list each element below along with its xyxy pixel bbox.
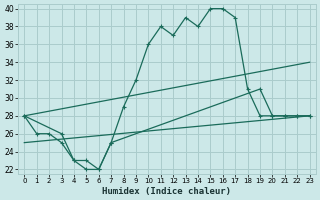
X-axis label: Humidex (Indice chaleur): Humidex (Indice chaleur) xyxy=(102,187,231,196)
